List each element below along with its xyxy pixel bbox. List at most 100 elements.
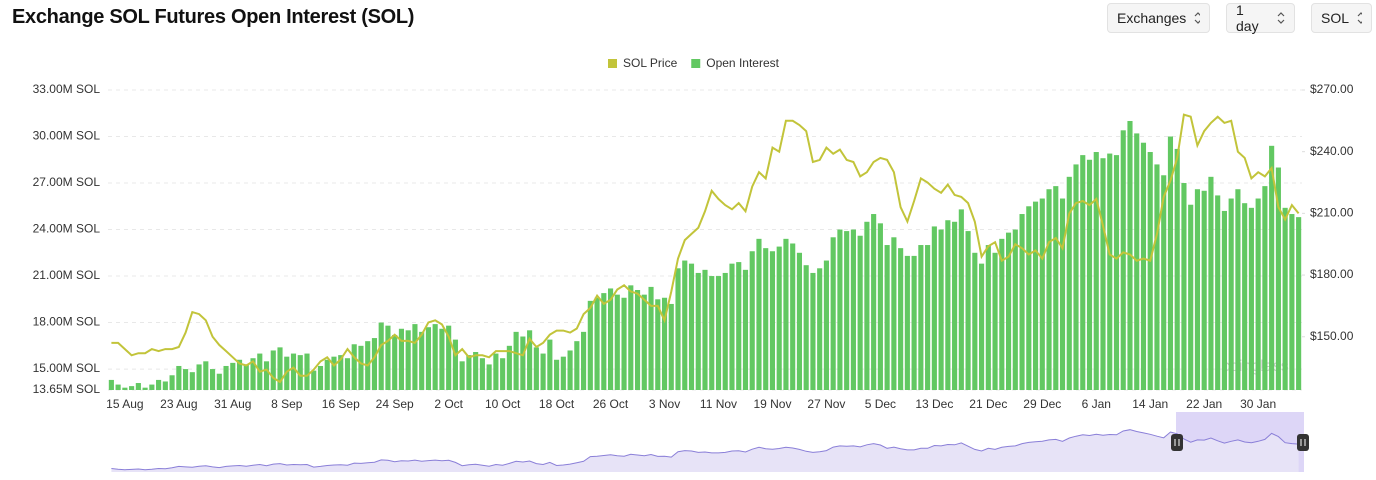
bar <box>1059 198 1066 390</box>
bar <box>823 260 829 390</box>
bar <box>419 331 425 390</box>
bar <box>432 324 438 390</box>
bar <box>115 384 121 390</box>
x-tick-label: 10 Oct <box>485 397 521 411</box>
bar <box>108 379 114 390</box>
x-tick-label: 5 Dec <box>865 397 896 411</box>
bar <box>1235 189 1241 390</box>
select-label: SOL <box>1321 10 1350 26</box>
bar <box>1215 195 1221 390</box>
watermark: coinglass <box>1222 358 1289 375</box>
bar <box>500 358 506 390</box>
bar <box>250 358 256 390</box>
bar <box>756 238 762 390</box>
bar <box>1127 121 1133 390</box>
bar <box>857 235 863 390</box>
bar <box>344 358 351 390</box>
x-tick-label: 29 Dec <box>1023 397 1061 411</box>
bar <box>722 272 728 390</box>
bar <box>149 384 155 390</box>
bar <box>918 245 924 390</box>
bar <box>702 269 708 390</box>
bar <box>189 372 195 390</box>
bar <box>452 339 458 390</box>
interval-select[interactable]: 1 day <box>1226 2 1295 34</box>
bar <box>486 364 492 390</box>
bar <box>122 387 128 390</box>
bar <box>783 238 789 390</box>
x-tick-label: 19 Nov <box>753 397 791 411</box>
bar <box>1201 190 1207 390</box>
bar <box>1289 214 1295 390</box>
bar <box>695 272 701 390</box>
legend-label: SOL Price <box>623 56 678 70</box>
bar <box>513 331 519 390</box>
bar <box>1134 133 1140 390</box>
bar <box>742 269 749 390</box>
bar <box>661 297 668 390</box>
bar <box>621 297 627 390</box>
bar <box>688 263 695 390</box>
x-tick-label: 30 Jan <box>1240 397 1276 411</box>
x-tick-label: 11 Nov <box>700 397 737 411</box>
navigator-area <box>111 429 1299 472</box>
bar <box>763 248 769 390</box>
x-tick-label: 31 Aug <box>214 397 251 411</box>
bar <box>931 226 937 390</box>
bar <box>351 344 357 390</box>
bar <box>439 328 445 390</box>
x-tick-label: 6 Jan <box>1082 397 1111 411</box>
bar <box>729 263 735 390</box>
x-tick-label: 16 Sep <box>322 397 360 411</box>
navigator-handle <box>1171 434 1183 451</box>
bar <box>850 229 856 390</box>
bar <box>655 299 661 390</box>
bar <box>304 353 310 390</box>
bar <box>1188 204 1194 390</box>
x-tick-label: 13 Dec <box>915 397 953 411</box>
exchanges-select[interactable]: Exchanges <box>1107 3 1210 33</box>
bar <box>682 260 688 390</box>
page-title: Exchange SOL Futures Open Interest (SOL) <box>12 6 415 28</box>
bar <box>392 334 398 390</box>
y-tick-label: 27.00M SOL <box>33 175 101 189</box>
bar <box>884 245 890 390</box>
legend-label: Open Interest <box>706 56 779 70</box>
bar <box>1046 189 1052 390</box>
bar <box>446 325 452 390</box>
bar <box>810 272 816 390</box>
bar <box>1228 198 1234 390</box>
bar <box>533 347 539 390</box>
x-tick-label: 21 Dec <box>969 397 1007 411</box>
bar <box>938 229 944 390</box>
bar <box>790 243 796 390</box>
chevron-icon <box>1194 12 1200 24</box>
bar <box>567 350 573 390</box>
bar <box>898 248 904 390</box>
bar <box>169 375 175 390</box>
bar <box>965 231 971 390</box>
select-label: Exchanges <box>1117 10 1187 26</box>
bar <box>668 303 674 390</box>
bar <box>1147 152 1153 390</box>
bar <box>972 252 978 390</box>
unit-select[interactable]: SOL <box>1311 3 1372 33</box>
bar <box>1140 142 1147 390</box>
x-tick-label: 26 Oct <box>593 397 629 411</box>
bar <box>311 370 317 390</box>
bar <box>641 294 647 390</box>
bar <box>1093 152 1099 390</box>
bar <box>209 369 216 390</box>
bar <box>1107 153 1113 390</box>
bar <box>925 245 931 390</box>
bar <box>803 265 809 390</box>
bar <box>607 288 614 390</box>
y2-tick-label: $210.00 <box>1310 206 1354 220</box>
bar <box>958 209 964 390</box>
bar <box>183 369 189 390</box>
bar <box>864 221 870 390</box>
bar <box>1208 176 1214 390</box>
bar <box>135 383 141 390</box>
